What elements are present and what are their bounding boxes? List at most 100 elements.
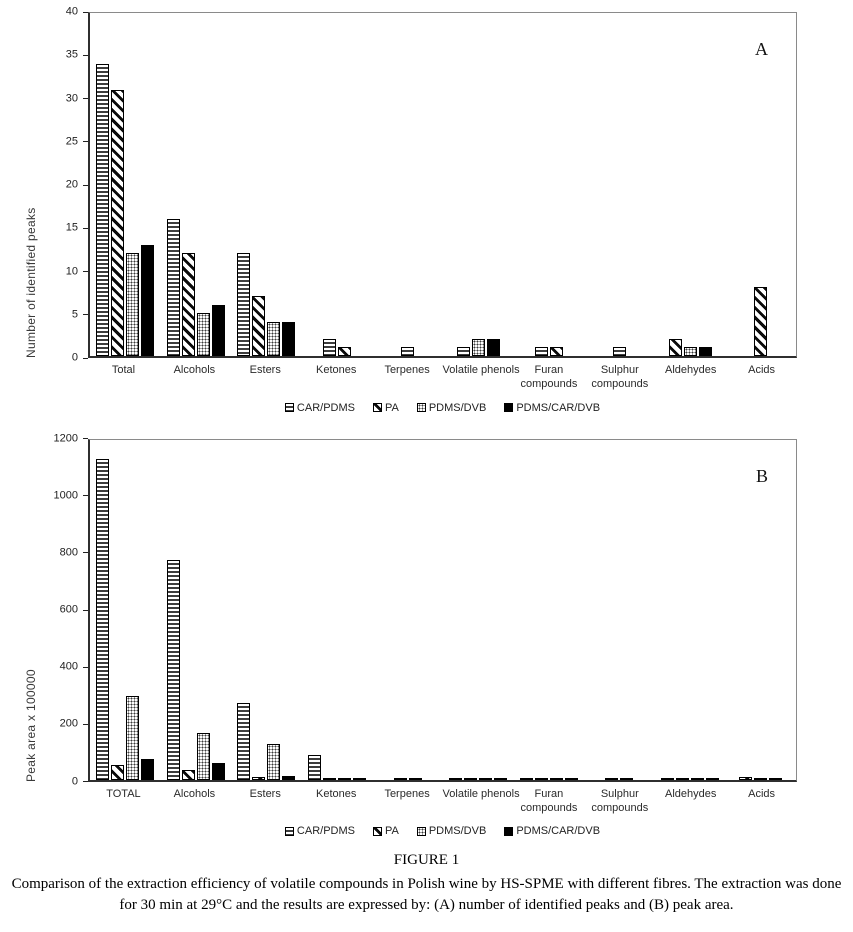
bar-group-aldehydes xyxy=(655,13,726,356)
bar-pa xyxy=(338,347,352,356)
bar-group-volatile-phenols xyxy=(443,440,514,780)
legend-label-pdms-dvb: PDMS/DVB xyxy=(428,825,487,838)
legend-item-pdms-car-dvb: PDMS/CAR/DVB xyxy=(504,824,600,838)
bar-pa xyxy=(181,769,195,780)
chart-b-legend: CAR/PDMS PA PDMS/DVB PDMS/CAR/DVB xyxy=(88,824,797,838)
category-label-furan-compounds: Furan compounds xyxy=(520,364,578,391)
bar-pa xyxy=(252,777,266,780)
bar-pdms-car-dvb xyxy=(353,777,367,780)
bar-group-aldehydes xyxy=(655,440,726,780)
y-tick-label: 200 xyxy=(59,717,78,730)
bar-car-pdms xyxy=(308,754,322,780)
chart-b-y-axis-label: Peak area x 100000 xyxy=(24,668,38,782)
bar-pdms-car-dvb xyxy=(141,244,155,356)
bar-pdms-car-dvb xyxy=(282,776,296,780)
y-tick-mark xyxy=(83,271,88,272)
bar-pa xyxy=(676,777,690,780)
bar-group-terpenes xyxy=(372,440,443,780)
bar-group-total xyxy=(90,13,161,356)
legend-marker-pdms-dvb xyxy=(416,826,426,836)
category-label-furan-compounds: Furan compounds xyxy=(520,787,578,814)
bar-pdms-dvb xyxy=(408,777,422,780)
y-tick-mark xyxy=(83,495,88,497)
legend-item-pdms-dvb: PDMS/DVB xyxy=(416,401,487,415)
y-tick-label: 40 xyxy=(65,5,78,18)
chart-a: Number of identified peaks 0 5 10 15 20 25 30 3… xyxy=(0,6,853,415)
bar-group-esters xyxy=(231,440,302,780)
chart-a-bar-groups xyxy=(90,13,796,356)
legend-label-pdms-car-dvb: PDMS/CAR/DVB xyxy=(516,401,601,414)
category-label-acids: Acids xyxy=(748,364,776,376)
bar-group-furan-compounds xyxy=(514,13,585,356)
legend-label-pdms-dvb: PDMS/DVB xyxy=(428,401,487,414)
chart-a-plot-area: A xyxy=(88,12,797,358)
category-label-alcohols: Alcohols xyxy=(173,364,216,376)
figure-caption-text: Comparison of the extraction efficiency … xyxy=(11,876,842,914)
category-label-sulphur-compounds: Sulphur compounds xyxy=(591,787,649,814)
chart-a-legend: CAR/PDMS PA PDMS/DVB PDMS/CAR/DVB xyxy=(88,401,797,415)
bar-pa xyxy=(739,776,753,780)
bar-pdms-dvb xyxy=(267,321,281,356)
y-tick-label: 20 xyxy=(65,178,78,191)
chart-b-corner-letter: B xyxy=(755,465,768,486)
y-tick-mark xyxy=(83,141,88,143)
bar-pdms-car-dvb xyxy=(698,347,712,356)
bar-car-pdms xyxy=(534,347,548,356)
legend-item-pa: PA xyxy=(372,401,399,415)
chart-a-plot-row: 0 5 10 15 20 25 30 35 40 A xyxy=(66,6,797,363)
chart-a-corner-letter: A xyxy=(755,39,768,59)
y-tick-mark xyxy=(83,781,88,783)
chart-b: Peak area x 100000 0 200 400 600 800 1000 1200… xyxy=(0,433,853,839)
y-tick-mark xyxy=(83,723,88,725)
bar-pa xyxy=(111,90,125,356)
chart-a-y-axis-label: Number of identified peaks xyxy=(24,207,38,358)
bar-pa xyxy=(111,765,125,780)
figure-caption-title: FIGURE 1 xyxy=(393,852,460,869)
y-tick-mark xyxy=(83,11,88,13)
category-label-aldehydes: Aldehydes xyxy=(665,787,717,800)
bar-group-acids xyxy=(725,13,796,356)
category-label-esters: Esters xyxy=(249,787,281,800)
bar-pa xyxy=(464,777,478,780)
bar-car-pdms xyxy=(401,347,415,356)
y-tick-mark xyxy=(83,357,88,359)
category-label-volatile-phenols: Volatile phenols xyxy=(442,787,520,800)
bar-pa xyxy=(323,777,337,780)
y-tick-label: 35 xyxy=(65,48,78,61)
y-tick-label: 25 xyxy=(65,135,78,148)
legend-label-pa: PA xyxy=(384,401,399,414)
bar-group-volatile-phenols xyxy=(443,13,514,356)
bar-car-pdms xyxy=(456,347,470,356)
bar-pdms-car-dvb xyxy=(706,777,720,780)
category-label-total: TOTAL xyxy=(106,787,141,800)
figure-caption: FIGURE 1 Comparison of the extraction ef… xyxy=(0,852,853,916)
bar-pdms-dvb xyxy=(620,777,634,780)
category-label-sulphur-compounds: Sulphur compounds xyxy=(591,364,649,391)
chart-a-category-labels: Total Alcohols Esters Ketones Terpenes Volati… xyxy=(88,358,797,392)
y-tick-label: 30 xyxy=(65,92,78,104)
bar-pa xyxy=(549,347,563,356)
bar-car-pdms xyxy=(166,560,180,780)
bar-pa xyxy=(534,777,548,780)
bar-pdms-dvb xyxy=(683,347,697,356)
bar-car-pdms xyxy=(612,347,626,356)
bar-group-sulphur-compounds xyxy=(584,440,655,780)
y-tick-label: 1000 xyxy=(53,489,78,502)
bar-car-pdms xyxy=(96,64,110,356)
bar-pa xyxy=(668,338,682,356)
bar-pdms-car-dvb xyxy=(211,304,225,356)
legend-item-car-pdms: CAR/PDMS xyxy=(284,401,355,415)
category-label-total: Total xyxy=(111,364,136,376)
bar-pdms-dvb xyxy=(126,696,140,780)
bar-car-pdms xyxy=(519,777,533,780)
bar-group-ketones xyxy=(302,440,373,780)
legend-marker-car-pdms xyxy=(284,403,294,413)
bar-pdms-dvb xyxy=(196,313,210,356)
chart-b-plot-area: B xyxy=(88,438,797,782)
y-tick-label: 10 xyxy=(65,265,78,277)
category-label-esters: Esters xyxy=(249,364,281,376)
legend-item-pdms-dvb: PDMS/DVB xyxy=(416,824,487,838)
bar-pdms-dvb xyxy=(196,732,210,780)
chart-a-y-ticks: 0 5 10 15 20 25 30 35 40 xyxy=(42,6,88,363)
y-tick-label: 600 xyxy=(59,603,78,616)
